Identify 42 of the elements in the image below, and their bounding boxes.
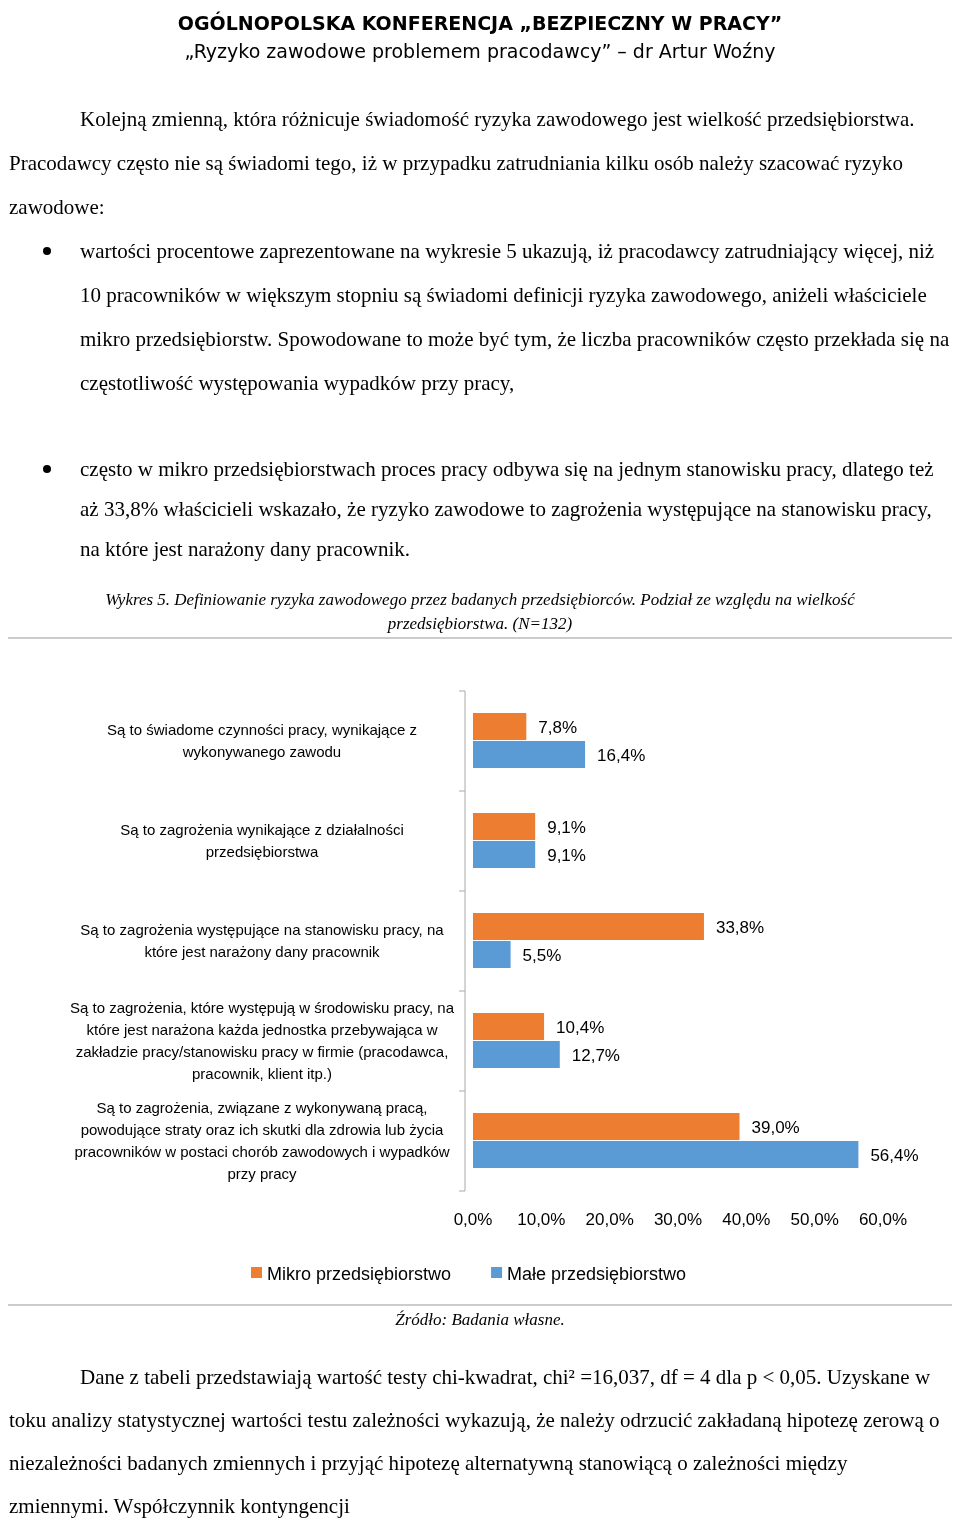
bar (473, 941, 511, 968)
bar (473, 741, 586, 768)
data-label: 9,1% (547, 818, 586, 837)
data-label: 16,4% (597, 746, 646, 765)
text: „Ryzyko zawodowe problemem pracodawcy” – dr Artur Woźny (184, 40, 776, 62)
y-tick-label: Są to zagrożenia, które występują w środowisku pracy, na które jest narażona każda jednostka przebywająca w zakładzie pracy/stanowisku pracy w firmie (pracodawca, pracownik, klient itp.) (69, 999, 455, 1082)
x-tick-label: 0,0% (453, 1210, 493, 1229)
legend-label: Małe przedsiębiorstwo (507, 1264, 687, 1284)
bar (473, 1113, 740, 1140)
bar (473, 841, 536, 868)
text: Dane z tabeli przedstawiają wartość testy chi-kwadrat, chi² =16,037, df = 4 dla p < 0,05. Uzyskane w toku analizy statystycznej wartości testu zależności wykazują, że należy odrzucić zakładaną hipotezę zerową o niezależności badanych zmiennych i przyjąć hipotezę alternatywną stanowiącą o zależności między zmiennymi. Współczynnik kontyngencji (9, 1365, 940, 1518)
x-tick-label: 40,0% (722, 1210, 771, 1229)
data-label: 7,8% (538, 718, 578, 737)
y-tick-label: Są to zagrożenia wynikające z działalności przedsiębiorstwa (120, 821, 404, 860)
x-tick-label: 30,0% (653, 1210, 703, 1229)
bar (473, 1041, 560, 1068)
data-label: 10,4% (556, 1018, 605, 1037)
x-tick-label: 20,0% (585, 1210, 634, 1229)
bar (473, 913, 704, 940)
x-tick-label: 60,0% (858, 1210, 908, 1229)
data-label: 12,7% (571, 1046, 620, 1065)
bar (473, 1013, 545, 1040)
text: wartości procentowe zaprezentowane na wykresie 5 ukazują, iż pracodawcy zatrudniający więcej, niż 10 pracowników w większym stopniu są świadomi definicji ryzyka zawodowego, aniżeli właściciele mikro przedsiębiorstw. Spowodowane to może być tym, że liczba pracowników często przekłada się na częstotliwość występowania wypadków przy pracy, (80, 239, 950, 395)
x-tick-label: 50,0% (790, 1210, 839, 1229)
bar (473, 713, 527, 740)
y-tick-label: Są to zagrożenia, związane z wykonywaną pracą, powodujące straty oraz ich skutki dla zdrowia lub życia pracowników w postaci chorób zawodowych i wypadków przy pracy (74, 1099, 450, 1182)
data-label: 33,8% (715, 918, 765, 937)
legend-label: Mikro przedsiębiorstwo (267, 1264, 452, 1284)
bar (473, 813, 536, 840)
bar (473, 1141, 859, 1168)
data-label: 56,4% (870, 1146, 919, 1165)
text: Kolejną zmienną, która różnicuje świadomość ryzyka zawodowego jest wielkość przedsiębiorstwa. Pracodawcy często nie są świadomi tego, iż w przypadku zatrudniania kilku osób należy szacować ryzyko zawodowe: (9, 107, 915, 219)
y-tick-label: Są to świadome czynności pracy, wynikające z wykonywanego zawodu (107, 721, 417, 760)
data-label: 5,5% (522, 946, 562, 965)
text: OGÓLNOPOLSKA KONFERENCJA „BEZPIECZNY W PRACY” (177, 11, 783, 34)
text: często w mikro przedsiębiorstwach proces pracy odbywa się na jednym stanowisku pracy, dlatego też aż 33,8% właścicieli wskazało, że ryzyko zawodowe to zagrożenia występujące na stanowisku pracy, na które jest narażony dany pracownik. (80, 457, 934, 561)
chart-title: Wykres 5. Definiowanie ryzyka zawodowego przez badanych przedsiębiorców. Podział ze względu na wielkość przedsiębiorstwa. (N=132) (105, 590, 857, 633)
x-tick-label: 10,0% (517, 1210, 566, 1229)
data-label: 9,1% (547, 846, 586, 865)
text: Źródło: Badania własne. (395, 1310, 565, 1329)
y-tick-label: Są to zagrożenia występujące na stanowisku pracy, na które jest narażony dany pracownik (80, 921, 445, 960)
data-label: 39,0% (751, 1118, 800, 1137)
